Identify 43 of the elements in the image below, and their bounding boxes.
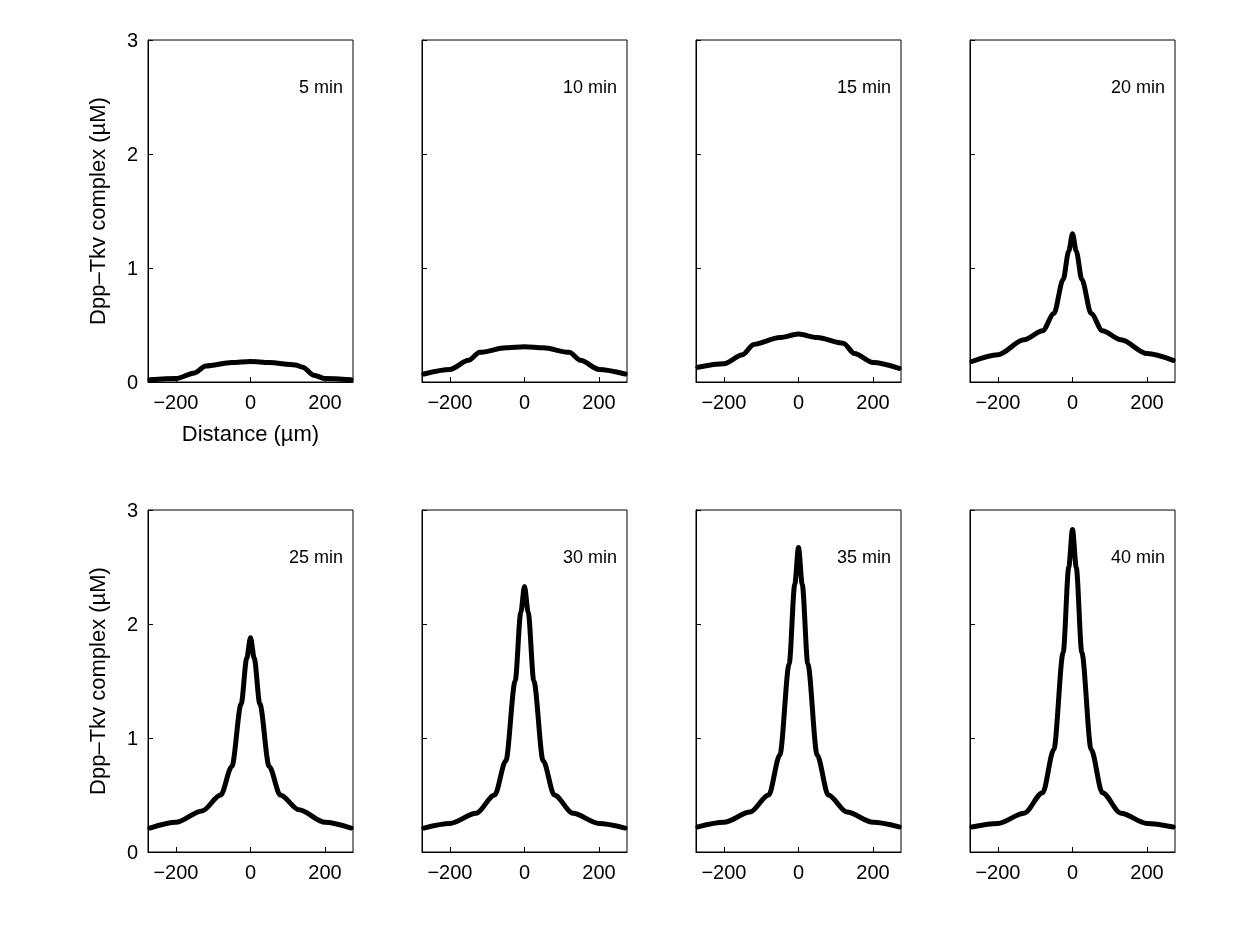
y-tick-label: 1 <box>126 727 138 749</box>
y-tick-label: 2 <box>126 613 138 635</box>
x-tick-label: 0 <box>244 861 257 883</box>
annotation: 40 min <box>1110 547 1165 567</box>
x-tick-label: −200 <box>427 391 473 413</box>
y-axis-title: Dpp–Tkv complex (µM) <box>84 97 110 325</box>
x-tick-label: −200 <box>701 391 747 413</box>
x-tick-label: 0 <box>792 391 805 413</box>
x-tick-label: −200 <box>975 391 1021 413</box>
y-tick-label: 3 <box>126 499 138 521</box>
x-tick-label: 200 <box>1130 391 1164 413</box>
x-tick-label: 0 <box>518 391 531 413</box>
x-tick-label: 0 <box>244 391 257 413</box>
x-tick-label: 0 <box>1066 391 1079 413</box>
y-tick-label: 0 <box>126 371 138 393</box>
annotation: 25 min <box>288 547 343 567</box>
x-tick-label: 0 <box>518 861 531 883</box>
y-tick-label: 3 <box>126 29 138 51</box>
y-tick-label: 2 <box>126 143 138 165</box>
x-tick-label: −200 <box>153 861 199 883</box>
x-tick-label: −200 <box>975 861 1021 883</box>
annotation: 5 min <box>298 77 343 97</box>
annotation: 10 min <box>562 77 617 97</box>
x-tick-label: 0 <box>792 861 805 883</box>
annotation: 15 min <box>836 77 891 97</box>
x-tick-label: 200 <box>308 861 342 883</box>
y-axis-title: Dpp–Tkv complex (µM) <box>84 567 110 795</box>
annotation: 20 min <box>1110 77 1165 97</box>
x-tick-label: 200 <box>582 861 616 883</box>
x-tick-label: −200 <box>701 861 747 883</box>
x-axis-title: Distance (µm) <box>181 420 320 446</box>
x-tick-label: −200 <box>427 861 473 883</box>
annotation: 35 min <box>836 547 891 567</box>
x-tick-label: 0 <box>1066 861 1079 883</box>
y-tick-label: 1 <box>126 257 138 279</box>
annotation: 30 min <box>562 547 617 567</box>
x-tick-label: 200 <box>308 391 342 413</box>
x-tick-label: 200 <box>856 861 890 883</box>
x-tick-label: 200 <box>582 391 616 413</box>
x-tick-label: −200 <box>153 391 199 413</box>
x-tick-label: 200 <box>856 391 890 413</box>
x-tick-label: 200 <box>1130 861 1164 883</box>
y-tick-label: 0 <box>126 841 138 863</box>
